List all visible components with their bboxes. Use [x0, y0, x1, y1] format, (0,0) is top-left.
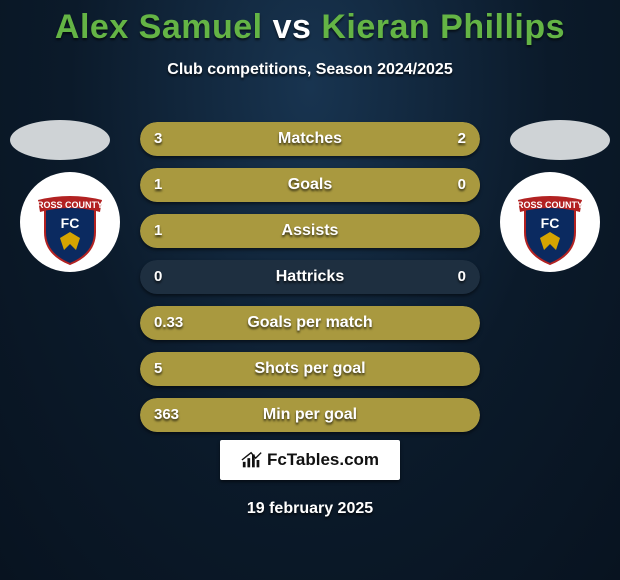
stat-right-value: 2 [458, 122, 466, 156]
stat-left-value: 5 [154, 352, 162, 386]
brand-text: FcTables.com [267, 450, 379, 470]
stat-row: Goals1 0 [140, 168, 480, 202]
stat-row: Min per goal363 [140, 398, 480, 432]
date: 19 february 2025 [0, 500, 620, 518]
stat-row: Matches3 2 [140, 122, 480, 156]
crest-fc-text: FC [61, 215, 80, 231]
stat-row: Goals per match0.33 [140, 306, 480, 340]
stat-row: Hattricks0 0 [140, 260, 480, 294]
comparison-title: Alex Samuel vs Kieran Phillips [0, 0, 620, 47]
stat-label: Assists [140, 214, 480, 248]
stat-label: Goals [140, 168, 480, 202]
stat-row: Assists1 [140, 214, 480, 248]
stat-row: Shots per goal5 [140, 352, 480, 386]
crest-banner-text: ROSS COUNTY [517, 200, 583, 210]
crest-banner-text: ROSS COUNTY [37, 200, 103, 210]
player1-name: Alex Samuel [55, 8, 263, 46]
stat-right-value: 0 [458, 260, 466, 294]
stat-right-value: 0 [458, 168, 466, 202]
brand-chart-icon [241, 450, 263, 470]
stat-left-value: 1 [154, 214, 162, 248]
stat-bars: Matches32Goals10Assists1Hattricks00Goals… [140, 122, 480, 444]
stat-label: Shots per goal [140, 352, 480, 386]
stat-label: Goals per match [140, 306, 480, 340]
stat-label: Min per goal [140, 398, 480, 432]
crest-fc-text: FC [541, 215, 560, 231]
stat-label: Matches [140, 122, 480, 156]
stat-left-value: 0.33 [154, 306, 183, 340]
stat-left-value: 0 [154, 260, 162, 294]
brand-badge: FcTables.com [220, 440, 400, 480]
stat-left-value: 363 [154, 398, 179, 432]
stat-label: Hattricks [140, 260, 480, 294]
stat-left-value: 3 [154, 122, 162, 156]
player2-club-crest: ROSS COUNTY FC [500, 172, 600, 272]
player2-name: Kieran Phillips [321, 8, 565, 46]
subtitle: Club competitions, Season 2024/2025 [0, 61, 620, 79]
player2-photo-placeholder [510, 120, 610, 160]
player1-club-crest: ROSS COUNTY FC [20, 172, 120, 272]
vs-text: vs [273, 8, 312, 46]
player1-photo-placeholder [10, 120, 110, 160]
stat-left-value: 1 [154, 168, 162, 202]
